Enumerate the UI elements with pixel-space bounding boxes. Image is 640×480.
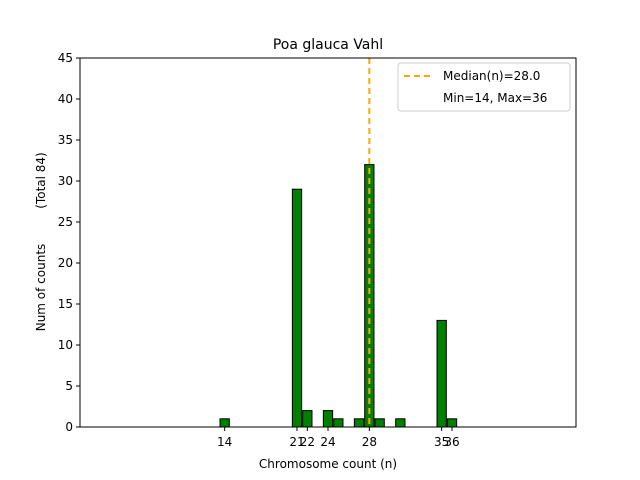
- x-tick-label: 36: [444, 435, 459, 449]
- x-tick-label: 28: [362, 435, 377, 449]
- bar-n-29: [374, 418, 385, 428]
- bar-n-24: [322, 410, 334, 428]
- y-tick-label: 10: [58, 338, 73, 352]
- y-tick-label: 30: [58, 174, 73, 188]
- y-tick-label: 35: [58, 133, 73, 147]
- bar-n-36: [446, 418, 458, 428]
- plot-frame: [79, 57, 577, 428]
- bar-n-14: [219, 418, 230, 428]
- x-tick-label: 14: [217, 435, 232, 449]
- bar-n-27: [353, 418, 365, 428]
- y-tick-label: 0: [65, 420, 73, 434]
- x-tick-label: 22: [300, 435, 315, 449]
- x-tick-label: 24: [320, 435, 335, 449]
- legend-box: [397, 62, 571, 112]
- chart-title: Poa glauca Vahl: [273, 37, 383, 53]
- legend-median-label: Median(n)=28.0: [443, 69, 540, 83]
- x-tick-label: 35: [434, 435, 449, 449]
- y-tick-label: 45: [58, 51, 73, 65]
- y-axis-label: Num of counts: [34, 244, 48, 332]
- bar-n-22: [302, 410, 313, 428]
- x-tick-label: 21: [289, 435, 304, 449]
- legend-range-label: Min=14, Max=36: [443, 91, 547, 105]
- y-tick-label: 5: [65, 379, 73, 393]
- y-axis: 0 5 10 15 20 25 30 35 40 45: [58, 51, 80, 434]
- y-axis-total-label: (Total 84): [34, 152, 48, 208]
- bar-n-21: [291, 188, 303, 428]
- y-tick-label: 25: [58, 215, 73, 229]
- x-axis-label: Chromosome count (n): [259, 457, 397, 471]
- y-tick-label: 20: [58, 256, 73, 270]
- y-tick-label: 15: [58, 297, 73, 311]
- y-tick-label: 40: [58, 92, 73, 106]
- bar-n-31: [395, 418, 406, 428]
- bar-n-25: [333, 418, 344, 428]
- bars-layer: [219, 164, 458, 428]
- bar-n-35: [436, 319, 447, 428]
- legend: Median(n)=28.0 Min=14, Max=36: [397, 62, 571, 112]
